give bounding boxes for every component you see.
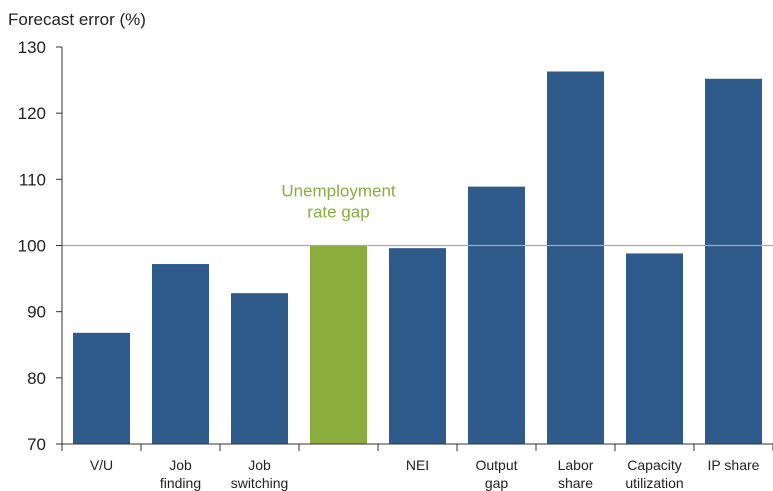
x-category-label: V/U (90, 457, 113, 473)
x-category-label: Labor (558, 457, 594, 473)
x-category-label: switching (231, 475, 289, 491)
x-category-label: NEI (406, 457, 429, 473)
x-category-label: Job (169, 457, 192, 473)
bar-highlight (310, 245, 367, 444)
x-category-label: Output (475, 457, 517, 473)
x-category-label: utilization (625, 475, 683, 491)
y-tick-label: 90 (27, 303, 46, 322)
bar (389, 248, 446, 444)
highlight-annotation-line: Unemployment (281, 182, 396, 201)
y-axis-title: Forecast error (%) (8, 10, 146, 29)
x-category-label: share (558, 475, 593, 491)
x-category-label: Job (248, 457, 271, 473)
x-category-label: gap (485, 475, 509, 491)
x-category-label: IP share (708, 457, 760, 473)
bar (231, 293, 288, 444)
bar (547, 71, 604, 445)
y-tick-label: 70 (27, 435, 46, 454)
bar (626, 253, 683, 444)
highlight-annotation-line: rate gap (307, 203, 369, 222)
bar (73, 332, 130, 444)
y-tick-label: 100 (18, 237, 46, 256)
bar (705, 78, 762, 444)
y-tick-label: 110 (19, 170, 46, 189)
y-tick-label: 120 (18, 104, 46, 123)
x-category-label: finding (160, 475, 201, 491)
bar (152, 264, 209, 444)
y-tick-label: 80 (27, 369, 46, 388)
x-category-label: Capacity (627, 457, 681, 473)
y-tick-label: 130 (18, 38, 46, 57)
bar (468, 186, 525, 444)
